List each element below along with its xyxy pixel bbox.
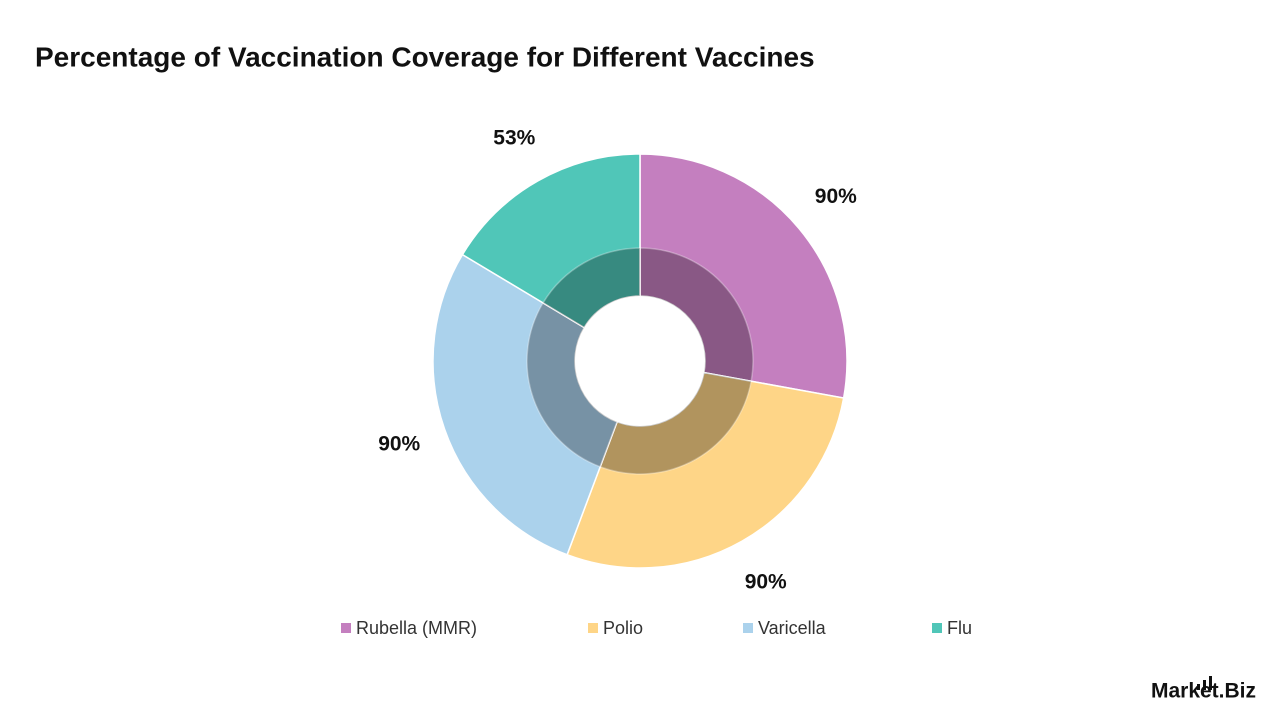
legend-swatch <box>341 623 351 633</box>
logo-bars <box>1197 676 1212 690</box>
slice-shade <box>526 301 619 468</box>
legend-label: Varicella <box>758 618 827 638</box>
slice <box>639 153 848 399</box>
legend-label: Flu <box>947 618 972 638</box>
legend-swatch <box>932 623 942 633</box>
logo: Market.Biz <box>1151 680 1256 703</box>
slice <box>566 371 845 569</box>
slice-shade <box>542 247 641 329</box>
legend-label: Rubella (MMR) <box>356 618 477 638</box>
data-label: 90% <box>745 570 787 593</box>
slice-shade <box>599 371 753 475</box>
chart-title: Percentage of Vaccination Coverage for D… <box>35 41 815 72</box>
slice-shade <box>639 247 754 383</box>
data-label: 90% <box>815 185 857 208</box>
legend-swatch <box>743 623 753 633</box>
legend-label: Polio <box>603 618 643 638</box>
data-label: 90% <box>378 433 420 456</box>
data-label: 53% <box>493 127 535 150</box>
legend-swatch <box>588 623 598 633</box>
slice <box>432 253 619 556</box>
slice <box>461 153 641 329</box>
